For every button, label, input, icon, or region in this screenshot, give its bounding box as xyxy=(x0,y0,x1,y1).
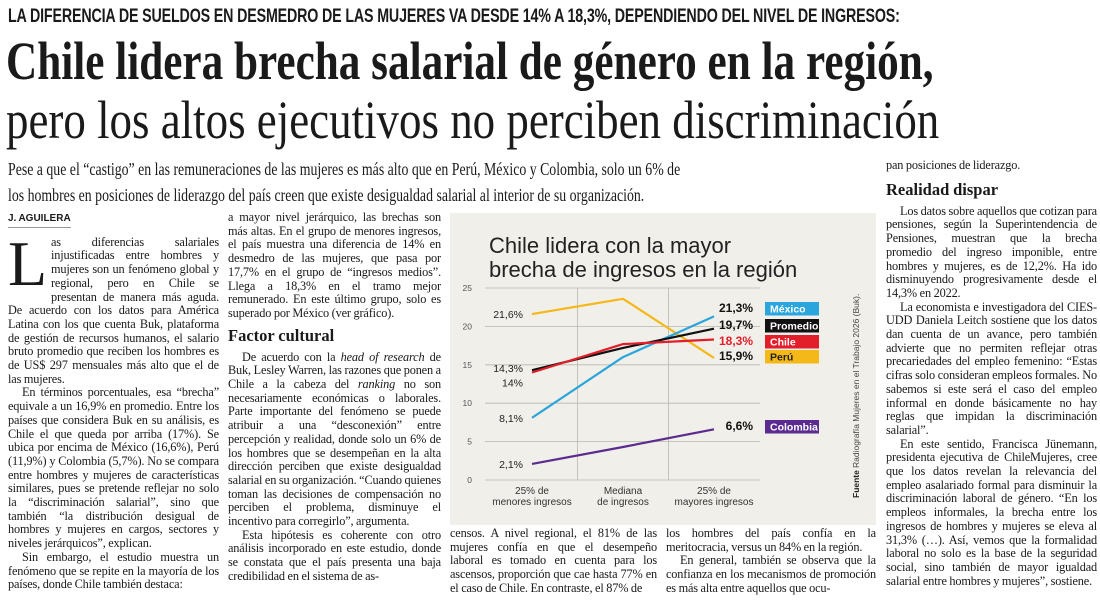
paragraph: Esta hipótesis es coherente con otro aná… xyxy=(228,527,441,583)
legend-label: Colombia xyxy=(770,422,818,434)
end-value-label: 19,7% xyxy=(719,318,753,332)
start-value-label: 14,3% xyxy=(493,363,523,375)
italic-term: head of research xyxy=(340,349,425,364)
column-4: pan posiciones de liderazgo. Realidad di… xyxy=(886,158,1097,588)
legend-label: Chile xyxy=(770,337,796,349)
legend-label: México xyxy=(770,304,806,316)
end-value-label: 6,6% xyxy=(726,419,754,433)
paragraph: los hombres del país confía en la merito… xyxy=(666,526,876,554)
paragraph: as diferencias salariales injustificadas… xyxy=(8,234,219,386)
headline-line-2: pero los altos ejecutivos no perciben di… xyxy=(6,90,940,150)
legend-swatch-promedio xyxy=(765,319,819,333)
y-tick-label: 5 xyxy=(467,437,472,447)
source-text: Radiografía Mujeres en el Trabajo 2026 (… xyxy=(851,294,861,468)
legend-label: Perú xyxy=(770,352,793,364)
legend-swatch-méxico xyxy=(765,302,819,316)
x-tick-label: 25% de xyxy=(515,486,549,497)
paragraph: censos. A nivel regional, el 81% de las … xyxy=(450,526,657,595)
chart-title-line-2: brecha de ingresos en la región xyxy=(489,257,797,282)
y-tick-label: 15 xyxy=(463,360,473,370)
start-value-label: 8,1% xyxy=(499,413,523,425)
paragraph: En términos porcentuales, esa “brecha” e… xyxy=(8,385,219,551)
start-value-label: 14% xyxy=(502,377,523,389)
legend-swatch-perú xyxy=(765,350,819,364)
headline-line-1: Chile lidera brecha salarial de género e… xyxy=(6,31,934,91)
paragraph: a mayor nivel jerárquico, las brechas so… xyxy=(228,210,441,320)
y-tick-label: 0 xyxy=(467,475,472,485)
end-value-label: 21,3% xyxy=(719,301,753,315)
series-line-méxico xyxy=(531,315,715,419)
chart-svg: Chile lidera con la mayor brecha de ingr… xyxy=(463,233,861,508)
chart-title-line-1: Chile lidera con la mayor xyxy=(489,233,731,258)
x-tick-label: de ingresos xyxy=(597,497,649,508)
text: no son necesariamente económicas o labor… xyxy=(228,377,441,529)
paragraph: En general, también se observa que la co… xyxy=(666,553,876,595)
deck-line-1: Pese a que el “castigo” en las remunerac… xyxy=(8,159,681,179)
column-2: a mayor nivel jerárquico, las brechas so… xyxy=(228,210,441,584)
x-tick-label: mayores ingresos xyxy=(675,497,754,508)
legend-swatch-chile xyxy=(765,335,819,349)
drop-cap: L xyxy=(8,227,47,299)
legend-swatch-colombia xyxy=(765,420,819,434)
x-tick-label: Mediana xyxy=(604,486,643,497)
end-value-label: 18,3% xyxy=(719,334,753,348)
paragraph: La economista e investigadora del CIES-U… xyxy=(886,299,1097,437)
paragraph: pan posiciones de liderazgo. xyxy=(886,158,1021,172)
byline: J. AGUILERA xyxy=(8,212,71,228)
paragraph: Sin embargo, el estudio muestra un fenóm… xyxy=(8,549,219,592)
chart-source: Fuente Radiografía Mujeres en el Trabajo… xyxy=(851,294,861,498)
text: De acuerdo con la xyxy=(242,349,341,364)
y-tick-label: 10 xyxy=(463,398,473,408)
subheading-factor-cultural: Factor cultural xyxy=(228,325,335,345)
kicker: LA DIFERENCIA DE SUELDOS EN DESMEDRO DE … xyxy=(8,6,900,27)
series-line-chile xyxy=(531,338,715,374)
deck: Pese a que el “castigo” en las remunerac… xyxy=(8,156,861,208)
series-line-colombia xyxy=(531,428,715,465)
text: de Buk, Lesley Warren, las razones que p… xyxy=(228,349,441,392)
legend-label: Promedio xyxy=(770,321,818,333)
y-tick-label: 25 xyxy=(463,283,473,293)
paragraph: En este sentido, Francisca Jünemann, pre… xyxy=(886,436,1097,588)
y-tick-label: 20 xyxy=(463,321,473,331)
start-value-label: 21,6% xyxy=(493,309,523,321)
column-3: censos. A nivel regional, el 81% de las … xyxy=(450,526,657,596)
column-3b: los hombres del país confía en la merito… xyxy=(666,526,876,596)
x-tick-label: 25% de xyxy=(697,486,731,497)
start-value-label: 2,1% xyxy=(499,459,523,471)
source-label: Fuente xyxy=(851,470,861,498)
paragraph: De acuerdo con la head of research de Bu… xyxy=(228,349,441,529)
x-tick-label: menores ingresos xyxy=(492,497,571,508)
line-chart: Chile lidera con la mayor brecha de ingr… xyxy=(450,213,876,525)
deck-line-2: los hombres en posiciones de liderazgo d… xyxy=(8,185,645,205)
series-line-perú xyxy=(531,297,715,359)
paragraph: Los datos sobre aquellos que cotizan par… xyxy=(886,203,1097,300)
italic-term: ranking xyxy=(357,377,396,392)
subheading-realidad-dispar: Realidad dispar xyxy=(886,179,999,199)
end-value-label: 15,9% xyxy=(719,349,753,363)
